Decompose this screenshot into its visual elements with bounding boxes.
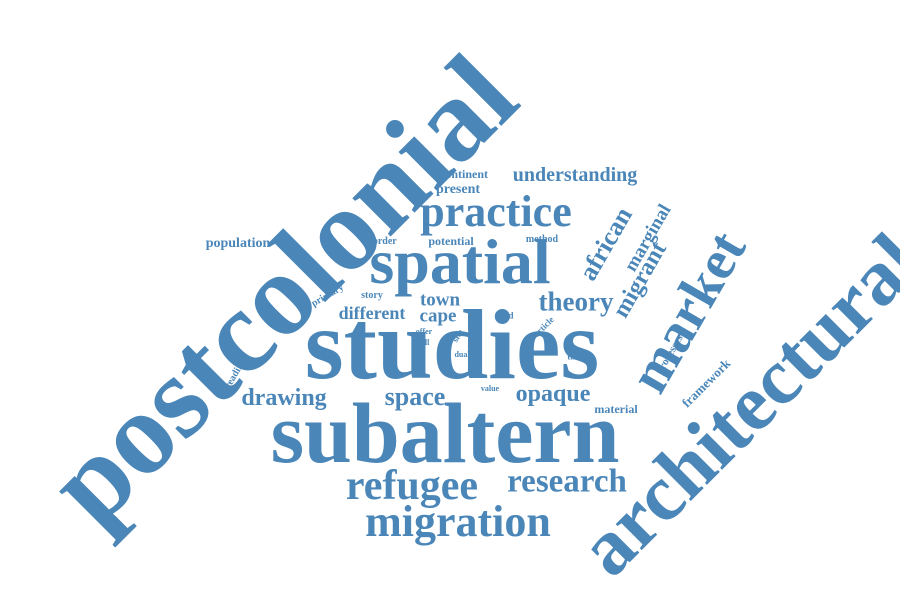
word-drawing: drawing [241, 386, 326, 410]
word-border: border [367, 237, 396, 247]
word-different: different [339, 304, 406, 322]
word-population: population [206, 237, 271, 251]
word-theory: theory [539, 289, 614, 316]
word-story: story [361, 291, 383, 301]
word-cape: cape [420, 307, 457, 326]
word-field: field [497, 312, 514, 321]
word-present: present [436, 183, 480, 197]
word-offer: offer [416, 328, 432, 336]
word-material: material [594, 403, 637, 415]
word-research: research [507, 466, 627, 499]
word-method: method [526, 235, 558, 245]
word-value: value [481, 385, 499, 393]
word-continent: continent [440, 168, 488, 180]
word-potential: potential [428, 235, 473, 247]
word-understanding: understanding [513, 165, 638, 185]
word-thesis: thesis [567, 353, 589, 362]
word-tell: tell [419, 339, 430, 347]
word-dual: dual [454, 351, 469, 359]
word-opaque: opaque [516, 382, 591, 406]
word-refugee: refugee [346, 465, 478, 507]
word-space: space [385, 384, 446, 410]
